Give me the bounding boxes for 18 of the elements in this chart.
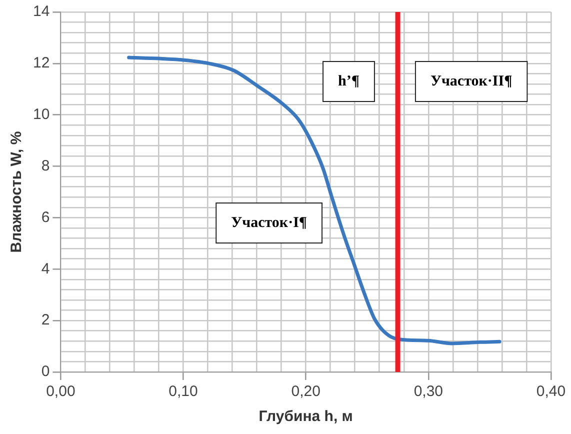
y-tick-label: 10 [32,106,50,123]
y-tick-label: 12 [32,54,50,72]
x-tick-label: 0,00 [46,383,76,400]
x-tick-label: 0,30 [414,383,444,400]
annotation: Участок·II¶ [430,73,512,90]
x-tick-label: 0,10 [168,383,198,400]
x-tick-label: 0,20 [291,383,320,400]
y-tick-label: 14 [32,3,50,20]
y-tick-label: 0 [41,363,50,380]
y-tick-label: 6 [41,208,50,226]
y-axis-title: Влажность W, % [8,131,26,253]
y-tick-label: 4 [41,260,50,278]
x-tick-label: 0,40 [536,383,566,400]
x-axis-title: Глубина h, м [258,408,353,426]
y-tick-label: 2 [41,312,50,329]
y-tick-label: 8 [41,157,50,174]
annotation: h’¶ [338,73,360,90]
annotation: Участок·I¶ [231,214,308,231]
